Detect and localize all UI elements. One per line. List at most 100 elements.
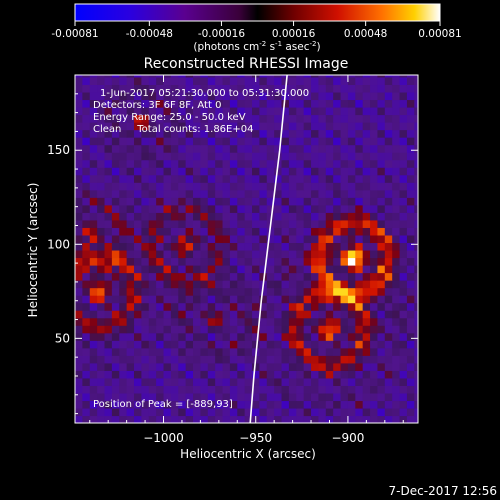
- heatmap-cell: [340, 280, 349, 289]
- heatmap-cell: [362, 212, 371, 221]
- heatmap-cell: [119, 385, 128, 394]
- heatmap-cell: [362, 137, 371, 146]
- heatmap-cell: [170, 370, 179, 379]
- heatmap-cell: [185, 114, 194, 123]
- heatmap-cell: [318, 75, 327, 78]
- heatmap-cell: [362, 392, 371, 402]
- heatmap-cell: [163, 227, 172, 236]
- heatmap-cell: [252, 242, 261, 251]
- heatmap-cell: [244, 242, 253, 251]
- heatmap-cell: [252, 122, 261, 131]
- heatmap-cell: [325, 91, 334, 101]
- heatmap-cell: [119, 182, 128, 191]
- heatmap-cell: [362, 257, 371, 266]
- heatmap-cell: [303, 152, 312, 161]
- heatmap-cell: [229, 407, 238, 417]
- heatmap-cell: [215, 400, 224, 409]
- heatmap-cell: [318, 152, 327, 161]
- heatmap-cell: [215, 219, 224, 228]
- heatmap-cell: [207, 332, 216, 341]
- heatmap-cell: [207, 144, 216, 153]
- heatmap-cell: [215, 325, 224, 334]
- heatmap-cell: [259, 355, 268, 364]
- heatmap-cell: [377, 227, 386, 236]
- heatmap-cell: [156, 287, 165, 296]
- heatmap-cell: [134, 227, 142, 236]
- heatmap-cell: [126, 152, 135, 161]
- heatmap-cell: [347, 174, 356, 183]
- heatmap-cell: [163, 106, 172, 116]
- heatmap-cell: [244, 84, 253, 93]
- heatmap-cell: [89, 91, 98, 101]
- heatmap-cell: [104, 182, 113, 191]
- heatmap-cell: [288, 174, 297, 183]
- heatmap-cell: [406, 182, 415, 191]
- heatmap-cell: [111, 362, 120, 371]
- heatmap-cell: [215, 340, 224, 349]
- heatmap-cell: [281, 362, 290, 371]
- heatmap-cell: [178, 219, 187, 228]
- heatmap-cell: [274, 212, 283, 221]
- heatmap-cell: [141, 325, 150, 334]
- heatmap-cell: [296, 159, 305, 168]
- heatmap-cell: [259, 197, 268, 206]
- heatmap-cell: [89, 106, 98, 116]
- heatmap-cell: [288, 310, 297, 319]
- heatmap-cell: [244, 332, 253, 341]
- heatmap-cell: [296, 370, 305, 379]
- heatmap-cell: [399, 152, 408, 161]
- heatmap-cell: [259, 212, 268, 221]
- heatmap-cell: [406, 212, 415, 221]
- heatmap-cell: [406, 76, 415, 86]
- heatmap-cell: [340, 295, 349, 304]
- heatmap-cell: [355, 272, 364, 281]
- heatmap-cell: [156, 182, 165, 191]
- heatmap-cell: [347, 99, 356, 108]
- heatmap-cell: [89, 242, 98, 251]
- heatmap-cell: [119, 392, 128, 402]
- heatmap-cell: [148, 249, 157, 259]
- heatmap-cell: [414, 212, 418, 221]
- heatmap-cell: [370, 242, 379, 251]
- heatmap-cell: [377, 122, 386, 131]
- heatmap-cell: [82, 91, 91, 101]
- heatmap-cell: [185, 76, 194, 86]
- heatmap-cell: [200, 280, 209, 289]
- heatmap-cell: [274, 302, 283, 311]
- heatmap-cell: [274, 317, 283, 326]
- heatmap-cell: [347, 106, 356, 116]
- plot-frame: [74, 74, 419, 424]
- heatmap-cell: [347, 159, 356, 168]
- heatmap-cell: [296, 310, 305, 319]
- heatmap-cell: [325, 340, 334, 349]
- heatmap-cell: [215, 242, 224, 251]
- heatmap-cell: [406, 340, 415, 349]
- heatmap-cell: [185, 189, 194, 198]
- heatmap-cell: [178, 347, 187, 356]
- heatmap-cell: [340, 317, 349, 326]
- heatmap-cell: [288, 249, 297, 259]
- heatmap-cell: [215, 317, 224, 326]
- heatmap-cell: [311, 204, 320, 213]
- heatmap-cell: [333, 287, 342, 296]
- heatmap-cell: [185, 347, 194, 356]
- heatmap-cell: [377, 219, 386, 228]
- heatmap-cell: [126, 212, 135, 221]
- heatmap-cell: [97, 189, 106, 198]
- heatmap-cell: [97, 227, 106, 236]
- heatmap-cell: [119, 76, 128, 86]
- heatmap-cell: [170, 377, 179, 386]
- heatmap-cell: [89, 159, 98, 168]
- heatmap-cell: [384, 257, 393, 266]
- heatmap-cell: [274, 242, 283, 251]
- annotation-block: 1-Jun-2017 05:21:30.000 to 05:31:30.000 …: [93, 88, 309, 410]
- heatmap-cell: [259, 257, 268, 266]
- heatmap-cell: [259, 415, 268, 423]
- heatmap-cell: [119, 189, 128, 198]
- heatmap-cell: [178, 91, 187, 101]
- heatmap-cell: [311, 347, 320, 356]
- heatmap-cell: [185, 174, 194, 183]
- heatmap-cell: [266, 129, 275, 138]
- heatmap-cell: [244, 219, 253, 228]
- heatmap-cell: [406, 167, 415, 176]
